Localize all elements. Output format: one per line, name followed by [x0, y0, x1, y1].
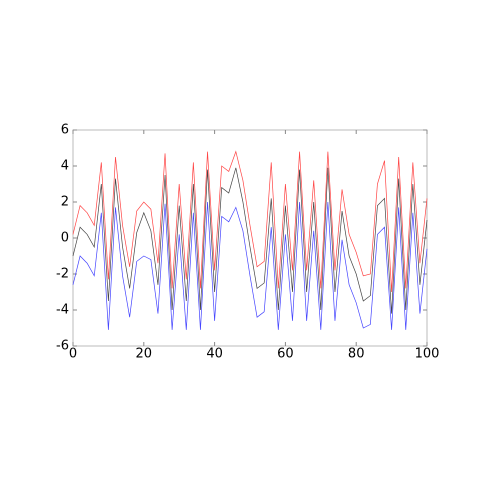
- y-tick-label: 0: [61, 231, 69, 246]
- x-tick-label: 60: [277, 347, 294, 362]
- x-tick-label: 20: [136, 347, 153, 362]
- x-tick-label: 0: [69, 347, 77, 362]
- series-line: [72, 167, 428, 314]
- y-tick-label: -4: [56, 303, 69, 318]
- y-tick-label: 6: [61, 123, 69, 138]
- series-line: [72, 150, 428, 293]
- y-tick-label: -6: [56, 339, 69, 354]
- x-tick-label: 80: [348, 347, 365, 362]
- y-tick-label: -2: [56, 267, 69, 282]
- x-tick-label: 40: [206, 347, 223, 362]
- y-tick-label: 4: [61, 159, 69, 174]
- plot-frame: [72, 129, 428, 347]
- x-tick-label: 100: [415, 347, 440, 362]
- y-tick-label: 2: [61, 195, 69, 210]
- series-line: [72, 201, 428, 330]
